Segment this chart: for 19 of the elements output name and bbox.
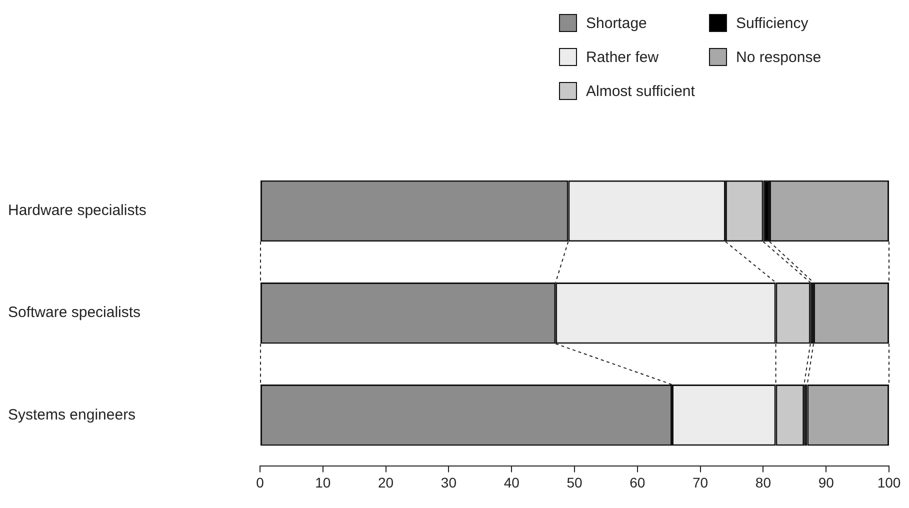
x-tick-label: 0 <box>256 474 264 490</box>
x-tick-label: 40 <box>504 474 520 490</box>
y-tick-label: Systems engineers <box>8 406 136 424</box>
x-tick-label: 10 <box>315 474 331 490</box>
y-tick-label: Software specialists <box>8 304 141 322</box>
legend-label: Sufficiency <box>736 14 808 32</box>
x-tick-label: 20 <box>378 474 394 490</box>
x-tick-label: 70 <box>692 474 708 490</box>
x-tick-label: 80 <box>755 474 772 490</box>
legend-label: Rather few <box>586 48 659 66</box>
legend-label: Shortage <box>586 14 647 32</box>
legend-label: No response <box>736 48 822 66</box>
x-tick-label: 50 <box>566 474 582 490</box>
legend-label: Almost sufficient <box>586 82 695 100</box>
x-tick-label: 100 <box>877 474 901 490</box>
x-tick-label: 30 <box>440 474 457 490</box>
x-tick-label: 90 <box>818 474 834 490</box>
y-tick-label: Hardware specialists <box>8 202 146 220</box>
x-tick-label: 60 <box>630 474 646 490</box>
